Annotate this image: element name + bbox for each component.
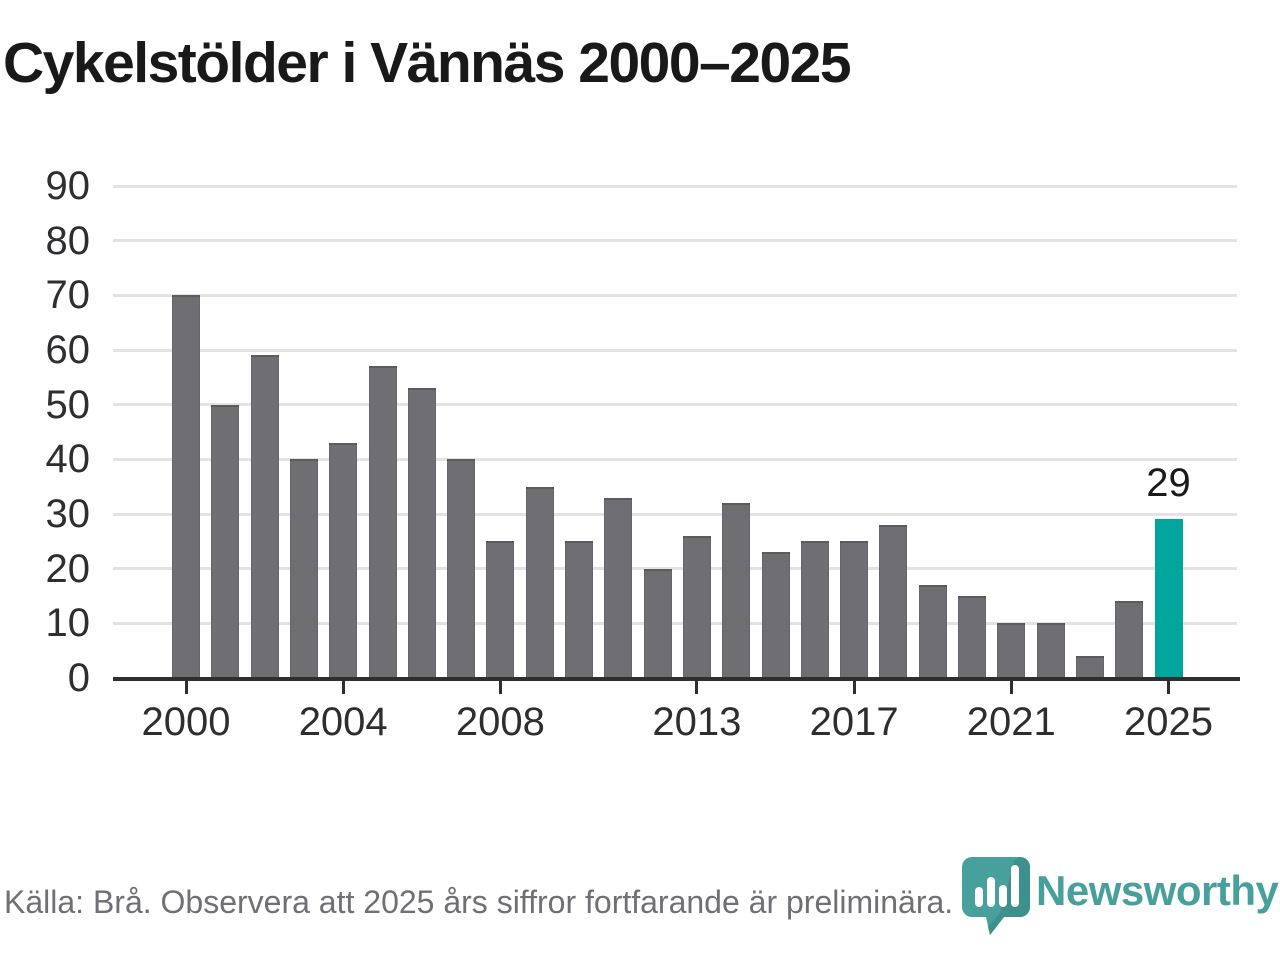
y-axis-tick-label: 40	[45, 437, 91, 482]
y-gridline	[113, 239, 1237, 243]
bar	[1036, 623, 1065, 678]
bar-highlighted	[1154, 519, 1183, 678]
x-axis-tick-label: 2013	[652, 700, 742, 744]
bar-chart: 0 10 20 30 40 50 60 70 80 90 2000 2004 2008 2013 2017 2…	[45, 164, 1240, 744]
bar	[840, 541, 869, 678]
y-axis-tick-label: 30	[45, 492, 91, 536]
y-gridline	[113, 457, 1237, 461]
newsworthy-logo-text: Newsworthy	[1036, 867, 1279, 914]
bar	[722, 503, 751, 678]
bar	[486, 541, 515, 678]
x-axis-tick-label: 2008	[455, 700, 545, 744]
y-axis-tick-label: 90	[45, 164, 91, 208]
y-gridline	[113, 512, 1237, 516]
bar-value-label: 29	[1146, 461, 1191, 506]
y-gridline	[113, 403, 1237, 407]
x-axis-tick	[695, 681, 699, 694]
bar	[447, 459, 476, 678]
bar	[211, 404, 240, 678]
bar	[682, 535, 711, 678]
y-axis-tick-label: 80	[45, 218, 91, 263]
x-axis-tick	[852, 681, 856, 694]
chart-title: Cykelstölder i Vännäs 2000–2025	[3, 31, 852, 95]
y-axis-tick-label: 70	[45, 273, 91, 318]
y-gridline	[113, 567, 1237, 571]
bar	[1075, 656, 1104, 678]
bar	[958, 596, 986, 678]
source-note: Källa: Brå. Observera att 2025 års siffr…	[4, 884, 954, 920]
bar	[1115, 601, 1144, 678]
x-axis-tick	[1009, 681, 1013, 694]
y-axis-tick-label: 50	[45, 382, 91, 427]
bar	[879, 524, 908, 678]
bar	[643, 568, 672, 678]
bar	[604, 497, 633, 678]
bar	[565, 541, 593, 678]
bar	[800, 541, 829, 678]
x-axis-tick-label: 2017	[809, 700, 899, 744]
x-axis-tick	[184, 681, 188, 694]
x-axis-line	[113, 677, 1240, 681]
x-axis-tick	[341, 681, 345, 694]
bar	[172, 295, 200, 678]
y-gridline	[113, 293, 1237, 297]
x-axis-tick-label: 2004	[298, 700, 388, 744]
x-axis-tick	[498, 681, 502, 694]
x-axis-tick	[1167, 681, 1170, 694]
y-axis-tick-label: 60	[45, 328, 91, 372]
bar	[368, 366, 397, 678]
bar	[997, 623, 1026, 678]
y-axis-tick-label: 0	[67, 656, 90, 700]
bar	[918, 585, 947, 678]
newsworthy-logo[interactable]: Newsworthy	[962, 855, 1279, 940]
bar	[525, 486, 554, 678]
newsworthy-bubble-chart-icon	[962, 855, 1032, 940]
y-gridline	[113, 184, 1237, 188]
x-axis-tick-label: 2021	[966, 700, 1056, 744]
y-gridline	[113, 348, 1237, 352]
bar	[289, 459, 318, 678]
y-axis-tick-label: 20	[45, 546, 91, 591]
bar	[250, 355, 279, 678]
y-gridline	[113, 621, 1237, 625]
y-axis-tick-label: 10	[45, 601, 91, 646]
bar	[407, 388, 436, 678]
x-axis-tick-label: 2025	[1124, 700, 1213, 744]
bar	[329, 442, 358, 678]
x-axis-tick-label: 2000	[141, 700, 231, 744]
bar	[761, 552, 790, 678]
